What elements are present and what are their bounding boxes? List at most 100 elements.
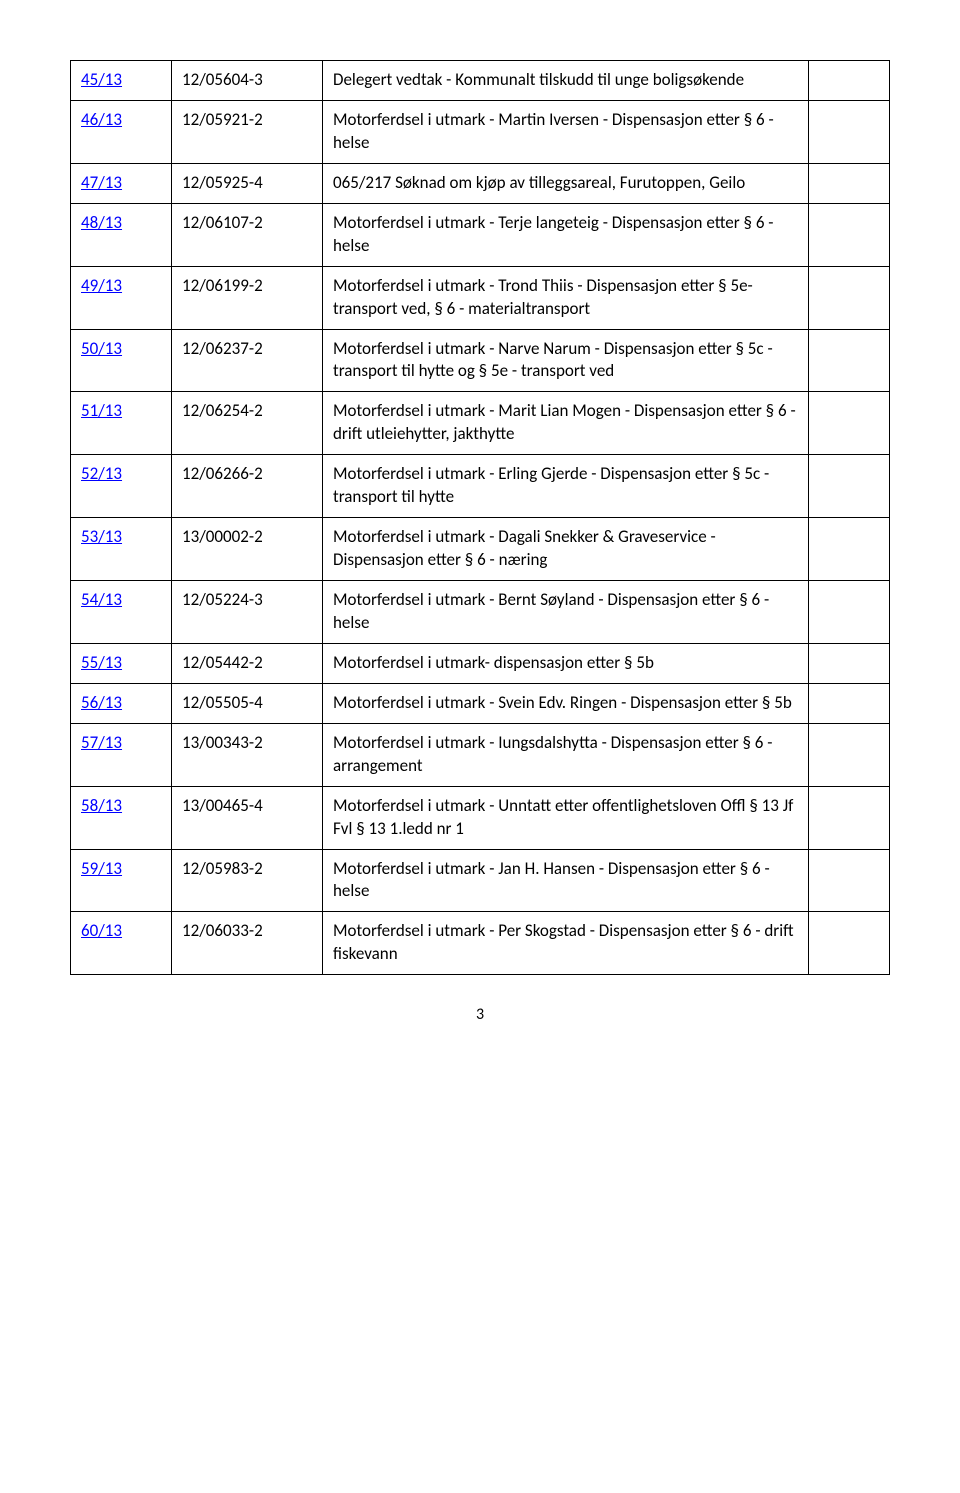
reference-cell: 12/06033-2	[172, 912, 323, 975]
empty-cell	[809, 518, 890, 581]
table-row: 57/13 13/00343-2Motorferdsel i utmark - I…	[71, 723, 890, 786]
table-row: 55/13 12/05442-2Motorferdsel i utmark- di…	[71, 643, 890, 683]
reference-cell: 12/06266-2	[172, 455, 323, 518]
case-number-cell: 54/13	[71, 581, 172, 644]
description-cell: Motorferdsel i utmark - Trond Thiis - Di…	[323, 266, 809, 329]
case-table-body: 45/13 12/05604-3Delegert vedtak - Kommuna…	[71, 61, 890, 975]
document-page: 45/13 12/05604-3Delegert vedtak - Kommuna…	[0, 0, 960, 1064]
description-cell: Motorferdsel i utmark - Bernt Søyland - …	[323, 581, 809, 644]
case-number-cell: 53/13	[71, 518, 172, 581]
description-cell: 065/217 Søknad om kjøp av tilleggsareal,…	[323, 163, 809, 203]
case-number-link[interactable]: 58/13	[81, 795, 122, 816]
empty-cell	[809, 683, 890, 723]
case-number-link[interactable]: 49/13	[81, 275, 122, 296]
description-cell: Motorferdsel i utmark - Narve Narum - Di…	[323, 329, 809, 392]
case-number-cell: 59/13	[71, 849, 172, 912]
table-row: 58/13 13/00465-4Motorferdsel i utmark - U…	[71, 786, 890, 849]
case-number-link[interactable]: 45/13	[81, 69, 122, 90]
case-number-cell: 48/13	[71, 203, 172, 266]
table-row: 47/13 12/05925-4065/217 Søknad om kjøp av…	[71, 163, 890, 203]
empty-cell	[809, 392, 890, 455]
reference-cell: 13/00465-4	[172, 786, 323, 849]
empty-cell	[809, 203, 890, 266]
reference-cell: 12/05921-2	[172, 100, 323, 163]
empty-cell	[809, 912, 890, 975]
case-number-link[interactable]: 53/13	[81, 526, 122, 547]
case-number-cell: 45/13	[71, 61, 172, 101]
case-number-cell: 58/13	[71, 786, 172, 849]
table-row: 56/13 12/05505-4Motorferdsel i utmark - S…	[71, 683, 890, 723]
case-number-link[interactable]: 51/13	[81, 400, 122, 421]
empty-cell	[809, 786, 890, 849]
case-number-cell: 47/13	[71, 163, 172, 203]
reference-cell: 12/06237-2	[172, 329, 323, 392]
table-row: 54/13 12/05224-3Motorferdsel i utmark - B…	[71, 581, 890, 644]
reference-cell: 12/05925-4	[172, 163, 323, 203]
case-number-link[interactable]: 60/13	[81, 920, 122, 941]
case-number-cell: 52/13	[71, 455, 172, 518]
reference-cell: 12/05604-3	[172, 61, 323, 101]
table-row: 48/13 12/06107-2Motorferdsel i utmark - T…	[71, 203, 890, 266]
reference-cell: 12/06254-2	[172, 392, 323, 455]
description-cell: Motorferdsel i utmark - Erling Gjerde - …	[323, 455, 809, 518]
reference-cell: 12/05224-3	[172, 581, 323, 644]
reference-cell: 12/06199-2	[172, 266, 323, 329]
empty-cell	[809, 163, 890, 203]
reference-cell: 12/05983-2	[172, 849, 323, 912]
case-number-cell: 46/13	[71, 100, 172, 163]
empty-cell	[809, 61, 890, 101]
description-cell: Motorferdsel i utmark - Martin Iversen -…	[323, 100, 809, 163]
empty-cell	[809, 100, 890, 163]
reference-cell: 12/06107-2	[172, 203, 323, 266]
case-number-link[interactable]: 52/13	[81, 463, 122, 484]
table-row: 53/13 13/00002-2Motorferdsel i utmark - D…	[71, 518, 890, 581]
description-cell: Motorferdsel i utmark - Terje langeteig …	[323, 203, 809, 266]
case-number-link[interactable]: 57/13	[81, 732, 122, 753]
case-number-cell: 57/13	[71, 723, 172, 786]
case-number-cell: 51/13	[71, 392, 172, 455]
table-row: 51/13 12/06254-2Motorferdsel i utmark - M…	[71, 392, 890, 455]
case-number-cell: 49/13	[71, 266, 172, 329]
case-number-link[interactable]: 59/13	[81, 858, 122, 879]
page-number: 3	[70, 1005, 890, 1024]
case-number-link[interactable]: 48/13	[81, 212, 122, 233]
case-number-link[interactable]: 56/13	[81, 692, 122, 713]
case-number-link[interactable]: 54/13	[81, 589, 122, 610]
table-row: 50/13 12/06237-2Motorferdsel i utmark - N…	[71, 329, 890, 392]
case-number-link[interactable]: 47/13	[81, 172, 122, 193]
case-table: 45/13 12/05604-3Delegert vedtak - Kommuna…	[70, 60, 890, 975]
case-number-cell: 50/13	[71, 329, 172, 392]
table-row: 45/13 12/05604-3Delegert vedtak - Kommuna…	[71, 61, 890, 101]
description-cell: Motorferdsel i utmark- dispensasjon ette…	[323, 643, 809, 683]
description-cell: Motorferdsel i utmark - Svein Edv. Ringe…	[323, 683, 809, 723]
empty-cell	[809, 723, 890, 786]
description-cell: Motorferdsel i utmark - Per Skogstad - D…	[323, 912, 809, 975]
empty-cell	[809, 455, 890, 518]
empty-cell	[809, 849, 890, 912]
description-cell: Motorferdsel i utmark - Marit Lian Mogen…	[323, 392, 809, 455]
reference-cell: 13/00002-2	[172, 518, 323, 581]
description-cell: Delegert vedtak - Kommunalt tilskudd til…	[323, 61, 809, 101]
table-row: 60/13 12/06033-2Motorferdsel i utmark - P…	[71, 912, 890, 975]
case-number-cell: 56/13	[71, 683, 172, 723]
case-number-link[interactable]: 50/13	[81, 338, 122, 359]
reference-cell: 13/00343-2	[172, 723, 323, 786]
description-cell: Motorferdsel i utmark - Iungsdalshytta -…	[323, 723, 809, 786]
reference-cell: 12/05505-4	[172, 683, 323, 723]
empty-cell	[809, 581, 890, 644]
table-row: 46/13 12/05921-2Motorferdsel i utmark - M…	[71, 100, 890, 163]
table-row: 49/13 12/06199-2Motorferdsel i utmark - T…	[71, 266, 890, 329]
description-cell: Motorferdsel i utmark - Unntatt etter of…	[323, 786, 809, 849]
case-number-cell: 55/13	[71, 643, 172, 683]
case-number-link[interactable]: 46/13	[81, 109, 122, 130]
case-number-link[interactable]: 55/13	[81, 652, 122, 673]
description-cell: Motorferdsel i utmark - Jan H. Hansen - …	[323, 849, 809, 912]
empty-cell	[809, 266, 890, 329]
description-cell: Motorferdsel i utmark - Dagali Snekker &…	[323, 518, 809, 581]
empty-cell	[809, 643, 890, 683]
reference-cell: 12/05442-2	[172, 643, 323, 683]
table-row: 59/13 12/05983-2Motorferdsel i utmark - J…	[71, 849, 890, 912]
case-number-cell: 60/13	[71, 912, 172, 975]
empty-cell	[809, 329, 890, 392]
table-row: 52/13 12/06266-2Motorferdsel i utmark - E…	[71, 455, 890, 518]
